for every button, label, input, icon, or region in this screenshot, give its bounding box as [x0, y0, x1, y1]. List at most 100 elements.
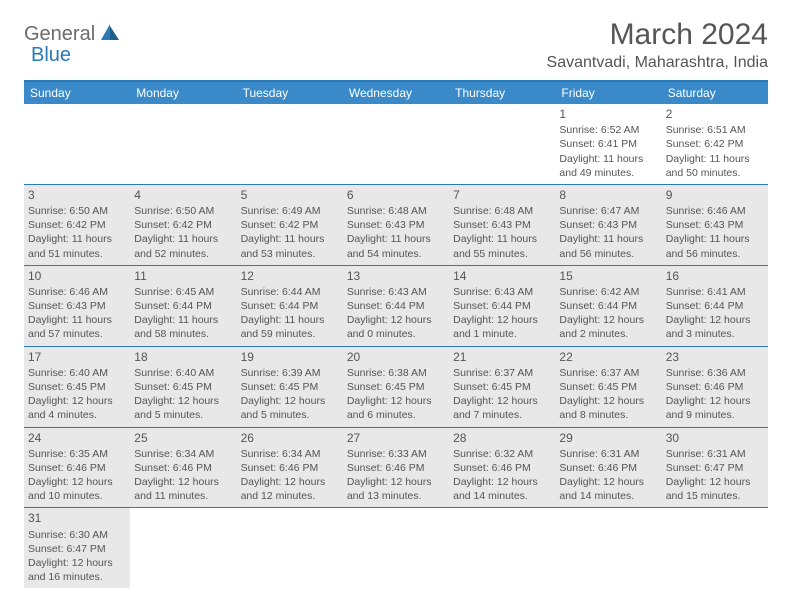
daylight-text: Daylight: 11 hours and 53 minutes.	[241, 232, 339, 260]
day-header-saturday: Saturday	[662, 82, 768, 104]
sunset-text: Sunset: 6:43 PM	[453, 218, 551, 232]
sunset-text: Sunset: 6:45 PM	[453, 380, 551, 394]
title-block: March 2024 Savantvadi, Maharashtra, Indi…	[547, 18, 768, 72]
day-number: 20	[347, 349, 445, 365]
daylight-text: Daylight: 12 hours and 14 minutes.	[453, 475, 551, 503]
day-number: 26	[241, 430, 339, 446]
sunset-text: Sunset: 6:45 PM	[347, 380, 445, 394]
sunrise-text: Sunrise: 6:38 AM	[347, 366, 445, 380]
day-number: 7	[453, 187, 551, 203]
sunset-text: Sunset: 6:46 PM	[347, 461, 445, 475]
day-number: 14	[453, 268, 551, 284]
sunset-text: Sunset: 6:42 PM	[28, 218, 126, 232]
sunrise-text: Sunrise: 6:46 AM	[666, 204, 764, 218]
sunrise-text: Sunrise: 6:37 AM	[559, 366, 657, 380]
sunset-text: Sunset: 6:42 PM	[134, 218, 232, 232]
day-cell: 13Sunrise: 6:43 AMSunset: 6:44 PMDayligh…	[343, 266, 449, 346]
daylight-text: Daylight: 11 hours and 54 minutes.	[347, 232, 445, 260]
sunrise-text: Sunrise: 6:52 AM	[559, 123, 657, 137]
day-number: 21	[453, 349, 551, 365]
daylight-text: Daylight: 12 hours and 13 minutes.	[347, 475, 445, 503]
day-cell: 23Sunrise: 6:36 AMSunset: 6:46 PMDayligh…	[662, 347, 768, 427]
day-header-tuesday: Tuesday	[237, 82, 343, 104]
day-cell	[555, 508, 661, 588]
day-number: 17	[28, 349, 126, 365]
daylight-text: Daylight: 11 hours and 50 minutes.	[666, 152, 764, 180]
sunrise-text: Sunrise: 6:39 AM	[241, 366, 339, 380]
daylight-text: Daylight: 12 hours and 5 minutes.	[134, 394, 232, 422]
sunset-text: Sunset: 6:47 PM	[666, 461, 764, 475]
day-number: 9	[666, 187, 764, 203]
day-header-row: SundayMondayTuesdayWednesdayThursdayFrid…	[24, 82, 768, 104]
daylight-text: Daylight: 12 hours and 2 minutes.	[559, 313, 657, 341]
day-cell: 17Sunrise: 6:40 AMSunset: 6:45 PMDayligh…	[24, 347, 130, 427]
sunset-text: Sunset: 6:42 PM	[666, 137, 764, 151]
day-cell: 9Sunrise: 6:46 AMSunset: 6:43 PMDaylight…	[662, 185, 768, 265]
daylight-text: Daylight: 11 hours and 59 minutes.	[241, 313, 339, 341]
sunrise-text: Sunrise: 6:31 AM	[559, 447, 657, 461]
daylight-text: Daylight: 11 hours and 51 minutes.	[28, 232, 126, 260]
sunrise-text: Sunrise: 6:37 AM	[453, 366, 551, 380]
daylight-text: Daylight: 11 hours and 55 minutes.	[453, 232, 551, 260]
sunrise-text: Sunrise: 6:43 AM	[347, 285, 445, 299]
sunrise-text: Sunrise: 6:48 AM	[453, 204, 551, 218]
sunrise-text: Sunrise: 6:34 AM	[134, 447, 232, 461]
day-number: 6	[347, 187, 445, 203]
sunrise-text: Sunrise: 6:31 AM	[666, 447, 764, 461]
day-number: 16	[666, 268, 764, 284]
day-cell: 19Sunrise: 6:39 AMSunset: 6:45 PMDayligh…	[237, 347, 343, 427]
sunset-text: Sunset: 6:44 PM	[241, 299, 339, 313]
day-number: 5	[241, 187, 339, 203]
week-row: 1Sunrise: 6:52 AMSunset: 6:41 PMDaylight…	[24, 104, 768, 185]
daylight-text: Daylight: 11 hours and 49 minutes.	[559, 152, 657, 180]
daylight-text: Daylight: 11 hours and 57 minutes.	[28, 313, 126, 341]
sunrise-text: Sunrise: 6:30 AM	[28, 528, 126, 542]
day-number: 29	[559, 430, 657, 446]
sunrise-text: Sunrise: 6:49 AM	[241, 204, 339, 218]
sunrise-text: Sunrise: 6:40 AM	[28, 366, 126, 380]
day-cell: 11Sunrise: 6:45 AMSunset: 6:44 PMDayligh…	[130, 266, 236, 346]
daylight-text: Daylight: 12 hours and 1 minute.	[453, 313, 551, 341]
day-cell: 6Sunrise: 6:48 AMSunset: 6:43 PMDaylight…	[343, 185, 449, 265]
calendar-grid: SundayMondayTuesdayWednesdayThursdayFrid…	[24, 80, 768, 588]
sunset-text: Sunset: 6:44 PM	[347, 299, 445, 313]
daylight-text: Daylight: 12 hours and 3 minutes.	[666, 313, 764, 341]
sunset-text: Sunset: 6:44 PM	[666, 299, 764, 313]
day-number: 19	[241, 349, 339, 365]
day-cell	[449, 104, 555, 184]
sunrise-text: Sunrise: 6:41 AM	[666, 285, 764, 299]
sunset-text: Sunset: 6:46 PM	[666, 380, 764, 394]
day-number: 13	[347, 268, 445, 284]
daylight-text: Daylight: 12 hours and 9 minutes.	[666, 394, 764, 422]
sunset-text: Sunset: 6:46 PM	[241, 461, 339, 475]
daylight-text: Daylight: 12 hours and 11 minutes.	[134, 475, 232, 503]
sunrise-text: Sunrise: 6:48 AM	[347, 204, 445, 218]
sunrise-text: Sunrise: 6:51 AM	[666, 123, 764, 137]
daylight-text: Daylight: 12 hours and 6 minutes.	[347, 394, 445, 422]
day-cell	[343, 104, 449, 184]
sunset-text: Sunset: 6:44 PM	[559, 299, 657, 313]
day-cell	[130, 508, 236, 588]
day-cell	[237, 104, 343, 184]
day-cell: 3Sunrise: 6:50 AMSunset: 6:42 PMDaylight…	[24, 185, 130, 265]
day-cell: 14Sunrise: 6:43 AMSunset: 6:44 PMDayligh…	[449, 266, 555, 346]
page-header: General March 2024 Savantvadi, Maharasht…	[24, 18, 768, 72]
sunset-text: Sunset: 6:44 PM	[134, 299, 232, 313]
day-number: 22	[559, 349, 657, 365]
day-cell: 28Sunrise: 6:32 AMSunset: 6:46 PMDayligh…	[449, 428, 555, 508]
sunset-text: Sunset: 6:42 PM	[241, 218, 339, 232]
day-number: 28	[453, 430, 551, 446]
sunrise-text: Sunrise: 6:44 AM	[241, 285, 339, 299]
sunset-text: Sunset: 6:43 PM	[28, 299, 126, 313]
day-cell: 2Sunrise: 6:51 AMSunset: 6:42 PMDaylight…	[662, 104, 768, 184]
day-number: 4	[134, 187, 232, 203]
day-header-sunday: Sunday	[24, 82, 130, 104]
day-cell: 1Sunrise: 6:52 AMSunset: 6:41 PMDaylight…	[555, 104, 661, 184]
day-number: 25	[134, 430, 232, 446]
day-cell	[343, 508, 449, 588]
day-number: 1	[559, 106, 657, 122]
day-number: 15	[559, 268, 657, 284]
day-cell: 21Sunrise: 6:37 AMSunset: 6:45 PMDayligh…	[449, 347, 555, 427]
day-cell: 8Sunrise: 6:47 AMSunset: 6:43 PMDaylight…	[555, 185, 661, 265]
sunrise-text: Sunrise: 6:35 AM	[28, 447, 126, 461]
